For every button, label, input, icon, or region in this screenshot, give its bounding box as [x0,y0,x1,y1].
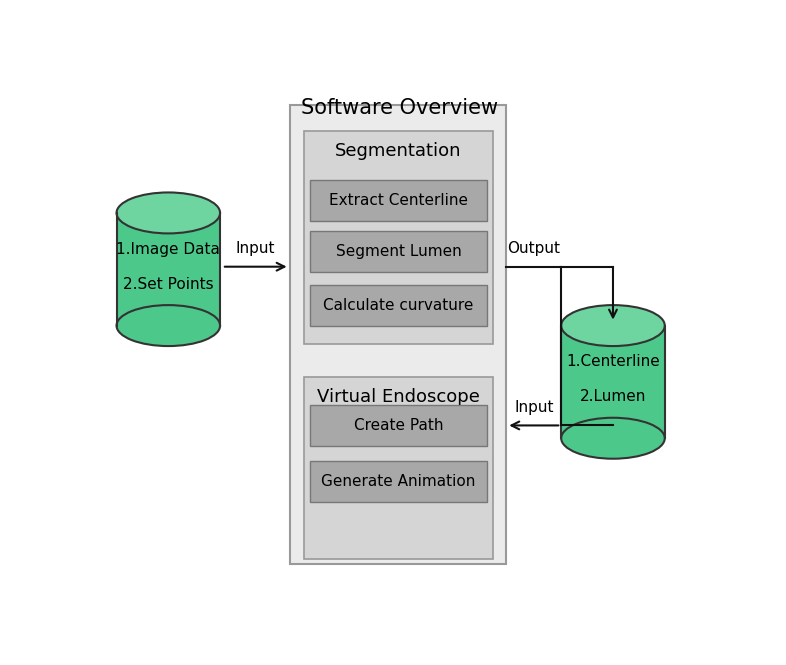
Ellipse shape [561,418,665,459]
Bar [310,462,487,502]
Text: Generate Animation: Generate Animation [321,474,476,489]
Bar [561,326,665,438]
Bar [310,180,487,221]
Ellipse shape [561,305,665,346]
Text: Input: Input [236,241,275,257]
Bar [290,105,506,564]
Bar [304,131,493,344]
Text: 1.Image Data

2.Set Points: 1.Image Data 2.Set Points [116,242,220,291]
Bar [310,285,487,326]
Bar [116,213,220,326]
Ellipse shape [116,192,220,233]
Text: Extract Centerline: Extract Centerline [329,193,468,207]
Text: Software Overview: Software Overview [301,98,498,118]
Bar [304,377,493,559]
Text: Virtual Endoscope: Virtual Endoscope [317,388,480,406]
Ellipse shape [116,305,220,346]
Bar [310,405,487,446]
Text: Segment Lumen: Segment Lumen [336,244,461,259]
Text: Create Path: Create Path [354,418,443,433]
Text: Calculate curvature: Calculate curvature [323,298,474,313]
Text: Segmentation: Segmentation [336,142,462,160]
Text: Input: Input [514,400,553,415]
Text: Output: Output [507,241,560,257]
Bar [310,231,487,272]
Text: 1.Centerline

2.Lumen: 1.Centerline 2.Lumen [566,354,660,404]
